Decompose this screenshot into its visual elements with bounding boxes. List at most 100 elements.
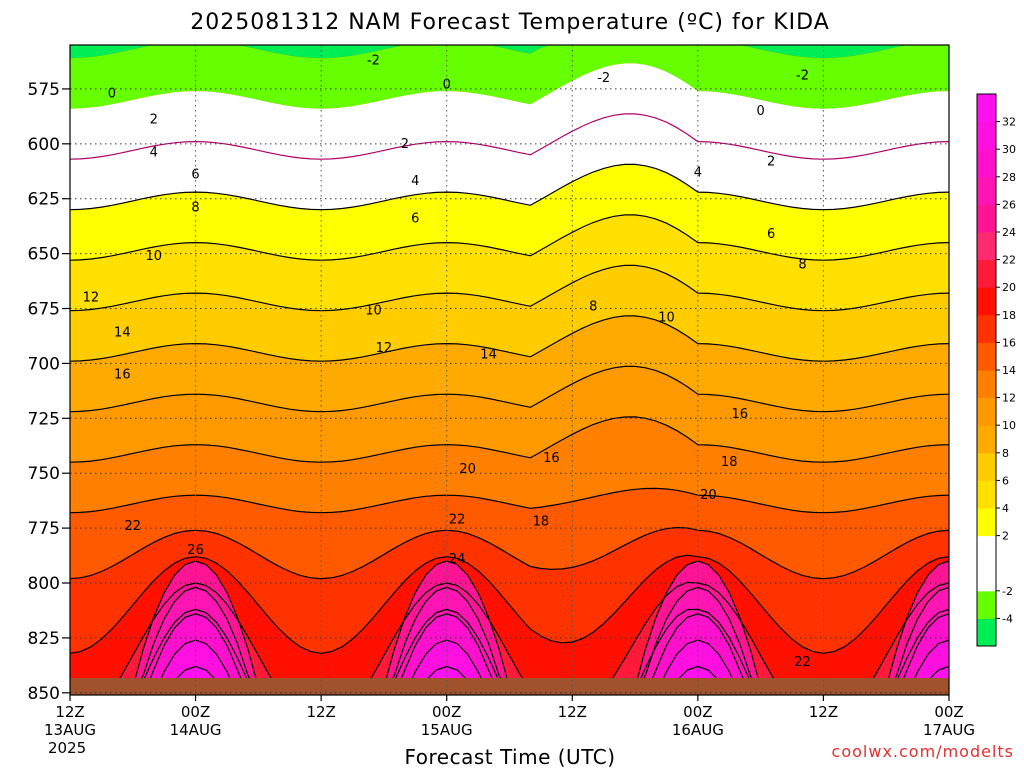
colorbar-swatch bbox=[977, 370, 996, 399]
colorbar-swatch bbox=[977, 397, 996, 426]
colorbar-label: 32 bbox=[1002, 116, 1016, 129]
colorbar-label: 28 bbox=[1002, 171, 1016, 184]
colorbar-label: 10 bbox=[1002, 419, 1016, 432]
colorbar-swatch bbox=[977, 121, 996, 150]
temperature-band bbox=[70, 63, 949, 160]
contour-label: 2 bbox=[150, 113, 158, 128]
contour-label: 16 bbox=[731, 407, 748, 422]
isotherm-line bbox=[70, 315, 949, 362]
contour-label: 4 bbox=[411, 174, 419, 189]
colorbar-label: 12 bbox=[1002, 392, 1016, 405]
colorbar-swatch bbox=[977, 452, 996, 481]
colorbar-label: -4 bbox=[1002, 612, 1013, 625]
x-tick-label: 12Z bbox=[558, 703, 587, 721]
y-tick-label: 825 bbox=[28, 629, 60, 649]
isotherm-line bbox=[70, 581, 949, 695]
x-tick-label: 17AUG bbox=[923, 721, 975, 739]
colorbar-label: 2 bbox=[1002, 530, 1009, 543]
x-tick-label: 00Z bbox=[683, 703, 712, 721]
colorbar-swatch bbox=[977, 149, 996, 178]
contour-label: 16 bbox=[543, 451, 560, 466]
isotherm-line bbox=[70, 365, 949, 413]
isotherm-line bbox=[70, 613, 949, 695]
colorbar-label: 30 bbox=[1002, 143, 1016, 156]
colorbar-label: 18 bbox=[1002, 309, 1016, 322]
contour-label: 18 bbox=[533, 515, 550, 530]
x-tick-label: 00Z bbox=[934, 703, 963, 721]
colorbar-label: 22 bbox=[1002, 254, 1016, 267]
isotherm-line bbox=[70, 526, 949, 580]
y-tick-label: 650 bbox=[28, 245, 60, 265]
x-tick-label: 2025 bbox=[48, 739, 86, 757]
isotherm-line bbox=[70, 554, 949, 654]
y-tick-label: 625 bbox=[28, 190, 60, 210]
colorbar-label: 8 bbox=[1002, 447, 1009, 460]
ground-surface bbox=[70, 678, 949, 695]
contour-label: -2 bbox=[597, 71, 610, 86]
colorbar-swatch bbox=[977, 425, 996, 454]
temperature-band bbox=[70, 555, 949, 695]
colorbar-label: -2 bbox=[1002, 585, 1013, 598]
contour-label: 6 bbox=[191, 168, 199, 183]
temperature-band bbox=[70, 265, 949, 362]
colorbar-swatch bbox=[977, 94, 996, 123]
contour-label: 22 bbox=[794, 655, 811, 670]
colorbar-swatch bbox=[977, 563, 996, 592]
isotherm-line bbox=[70, 113, 949, 160]
x-tick-label: 16AUG bbox=[672, 721, 724, 739]
colorbar-swatch bbox=[977, 259, 996, 288]
temperature-band bbox=[70, 416, 949, 513]
temperature-band bbox=[70, 45, 949, 59]
x-tick-label: 15AUG bbox=[421, 721, 473, 739]
x-tick-label: 13AUG bbox=[44, 721, 96, 739]
isotherm-line bbox=[70, 586, 949, 695]
colorbar-swatch bbox=[977, 342, 996, 371]
contour-label: 10 bbox=[658, 310, 675, 325]
contour-label: 14 bbox=[114, 326, 131, 341]
colorbar-label: 24 bbox=[1002, 226, 1016, 239]
contour-label: 24 bbox=[449, 552, 466, 567]
temperature-band bbox=[70, 113, 949, 210]
x-tick-label: 12Z bbox=[306, 703, 335, 721]
x-axis-label: Forecast Time (UTC) bbox=[404, 745, 615, 768]
contour-label: 20 bbox=[459, 462, 476, 477]
colorbar-swatch bbox=[977, 508, 996, 537]
contour-label: 8 bbox=[191, 201, 199, 216]
contour-label: 22 bbox=[125, 519, 142, 534]
isotherm-line bbox=[70, 214, 949, 261]
colorbar-label: 4 bbox=[1002, 502, 1009, 515]
plot-frame bbox=[69, 44, 950, 696]
y-tick-label: 750 bbox=[28, 464, 60, 484]
colorbar-label: 6 bbox=[1002, 474, 1009, 487]
y-tick-label: 575 bbox=[28, 80, 60, 100]
isotherm-line bbox=[70, 163, 949, 211]
contour-label: 12 bbox=[83, 291, 100, 306]
contour-label: 0 bbox=[757, 104, 765, 119]
contour-label: 18 bbox=[721, 455, 738, 470]
isotherm-line bbox=[70, 487, 949, 514]
colorbar-swatch bbox=[977, 535, 996, 564]
contour-label: 6 bbox=[767, 227, 775, 242]
chart-title: 2025081312 NAM Forecast Temperature (ºC)… bbox=[190, 10, 830, 35]
temperature-bands bbox=[70, 45, 949, 695]
contour-label: 6 bbox=[411, 211, 419, 226]
colorbar-label: 16 bbox=[1002, 336, 1016, 349]
y-tick-label: 775 bbox=[28, 519, 60, 539]
isotherm-line bbox=[70, 608, 949, 695]
contour-label: -2 bbox=[796, 69, 809, 84]
y-tick-label: 700 bbox=[28, 354, 60, 374]
isotherm-line bbox=[70, 264, 949, 312]
x-tick-label: 14AUG bbox=[170, 721, 222, 739]
temperature-band bbox=[70, 315, 949, 412]
temperature-band bbox=[70, 164, 949, 261]
grid-lines bbox=[70, 45, 949, 695]
y-tick-label: 600 bbox=[28, 135, 60, 155]
contour-label: 20 bbox=[700, 488, 717, 503]
contour-label: 0 bbox=[108, 86, 116, 101]
x-tick-label: 12Z bbox=[55, 703, 84, 721]
contour-label: 8 bbox=[798, 258, 806, 273]
x-tick-label: 12Z bbox=[809, 703, 838, 721]
